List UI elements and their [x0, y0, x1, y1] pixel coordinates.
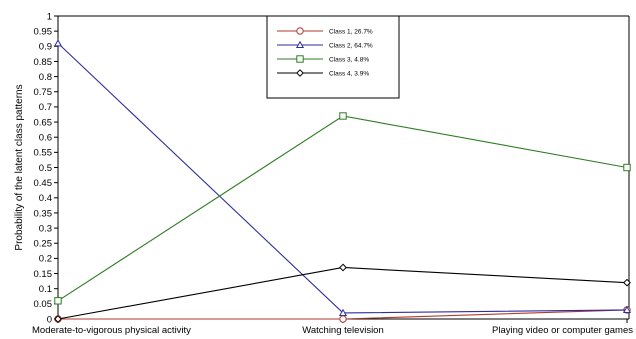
y-tick-label: 0: [47, 314, 52, 325]
data-point-marker: [339, 112, 347, 120]
legend-label: Class 4, 3.9%: [329, 70, 369, 77]
data-point-marker: [295, 40, 305, 49]
series-2: [53, 39, 632, 316]
data-point-marker: [53, 39, 63, 47]
series-layer: [53, 39, 632, 323]
y-tick-label: 0.2: [39, 254, 52, 265]
y-tick-label: 0.1: [39, 284, 52, 295]
y-tick-label: 0.3: [39, 223, 52, 234]
y-tick-label: 1: [47, 11, 52, 22]
y-tick-label: 0.05: [34, 299, 53, 310]
y-tick-label: 0.4: [39, 193, 52, 204]
data-point-marker: [339, 315, 347, 323]
y-tick-label: 0.25: [34, 239, 53, 250]
y-tick-label: 0.35: [34, 208, 53, 219]
data-point-marker: [338, 308, 348, 316]
legend-label: Class 3, 4.8%: [329, 56, 369, 63]
y-tick-label: 0.5: [39, 163, 52, 174]
legend-entry: Class 3, 4.8%: [277, 55, 369, 63]
legend-box: [266, 15, 400, 99]
data-point-marker: [339, 263, 347, 272]
x-axis: Moderate-to-vigorous physical activity Wa…: [32, 318, 633, 336]
y-axis-title: Probability of the latent class patterns: [14, 84, 25, 250]
data-point-marker: [296, 55, 304, 63]
data-point-marker: [296, 69, 304, 77]
y-tick-label: 0.45: [34, 178, 53, 189]
legend-entry: Class 4, 3.9%: [277, 69, 369, 77]
legend: Class 1, 26.7% Class 2, 64.7% Class 3, 4.8…: [266, 15, 400, 99]
x-category-label: Playing video or computer games: [492, 325, 633, 336]
data-point-marker: [54, 297, 62, 305]
data-point-marker: [623, 163, 631, 172]
data-point-marker: [623, 278, 631, 287]
y-tick-label: 0.95: [34, 26, 53, 37]
x-category-label: Moderate-to-vigorous physical activity: [32, 325, 191, 336]
data-point-marker: [54, 315, 62, 323]
legend-entry: Class 2, 64.7%: [277, 40, 373, 49]
y-tick-label: 0.55: [34, 148, 53, 159]
series-3: [54, 112, 631, 305]
y-tick-label: 0.65: [34, 117, 53, 128]
y-tick-label: 0.15: [34, 269, 53, 280]
series-line: [57, 115, 628, 302]
y-tick-label: 0.75: [34, 87, 53, 98]
data-point-marker: [622, 305, 632, 313]
legend-label: Class 2, 64.7%: [329, 42, 373, 49]
y-axis: 0 0.05 0.1 0.15 0.2 0.25 0.3 0.35 0.4 0.45 0.5 0.55…: [34, 11, 630, 325]
y-tick-label: 0.8: [39, 72, 52, 83]
x-category-label: Watching television: [302, 325, 384, 336]
legend-label: Class 1, 26.7%: [329, 28, 373, 35]
y-tick-label: 0.9: [39, 42, 52, 53]
legend-entry: Class 1, 26.7%: [277, 27, 373, 35]
data-point-marker: [296, 27, 304, 35]
y-tick-label: 0.7: [39, 102, 52, 113]
series-4: [54, 263, 631, 323]
y-tick-label: 0.6: [39, 133, 52, 144]
y-tick-label: 0.85: [34, 57, 53, 68]
